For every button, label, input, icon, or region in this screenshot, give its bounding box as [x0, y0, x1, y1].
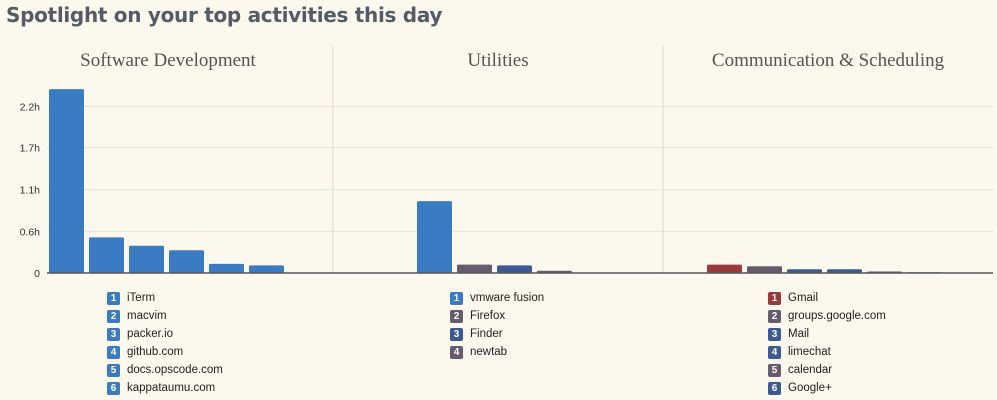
legend-label: Firefox [470, 310, 506, 322]
bar-groups-google-com [747, 266, 782, 273]
bar-kappataumu-com [249, 265, 284, 273]
legend-rank-badge: 2 [450, 309, 463, 323]
legend-item: 1 vmware fusion [450, 289, 544, 307]
bar-packer-io [129, 245, 164, 273]
legend-rank-badge: 1 [768, 291, 781, 305]
legend-label: kappataumu.com [127, 382, 216, 394]
y-tick-label: 0 [34, 268, 40, 280]
legend-rank-badge: 3 [768, 327, 781, 341]
legend-label: groups.google.com [788, 310, 886, 322]
legend-label: Mail [788, 328, 810, 340]
legend-item: 5 calendar [768, 361, 886, 379]
bar-finder [497, 265, 532, 273]
legend-rank-badge: 5 [768, 363, 781, 377]
legend-rank-badge: 4 [450, 345, 463, 359]
y-tick-label: 1.1h [20, 185, 41, 197]
legend-label: Google+ [788, 382, 832, 394]
bar-firefox [457, 264, 492, 273]
bar-github-com [169, 250, 204, 273]
legend-rank-badge: 6 [768, 381, 781, 395]
legend-rank-badge: 3 [450, 327, 463, 341]
legend-label: vmware fusion [470, 292, 545, 304]
legend-label: limechat [788, 346, 831, 358]
bar-vmware-fusion [417, 201, 452, 273]
bar-mail [787, 269, 822, 273]
legend-label: macvim [127, 310, 167, 322]
y-tick-label: 1.7h [20, 142, 41, 154]
panel-title-utilities: Utilities [467, 50, 529, 71]
legend-rank-badge: 5 [107, 363, 120, 377]
legend-item: 2 macvim [107, 307, 223, 325]
legend-label: github.com [127, 346, 184, 358]
legend-rank-badge: 1 [107, 291, 120, 305]
bar-macvim [89, 237, 124, 273]
legend-item: 3 Finder [450, 325, 544, 343]
legend-label: packer.io [127, 328, 174, 340]
legend-item: 2 groups.google.com [768, 307, 886, 325]
y-tick-label: 0.6h [20, 226, 41, 238]
page-title: Spotlight on your top activities this da… [6, 3, 443, 27]
legend-label: docs.opscode.com [127, 364, 223, 376]
bar-gmail [707, 264, 742, 273]
legend-rank-badge: 6 [107, 381, 120, 395]
legend-item: 3 Mail [768, 325, 886, 343]
legend-label: calendar [788, 364, 833, 376]
legend-item: 1 Gmail [768, 289, 886, 307]
legend-item: 5 docs.opscode.com [107, 361, 223, 379]
legend-rank-badge: 4 [768, 345, 781, 359]
legend-item: 3 packer.io [107, 325, 223, 343]
legend-item: 6 Google+ [768, 379, 886, 397]
legend-label: iTerm [127, 292, 156, 304]
legend-label: Gmail [788, 292, 819, 304]
panel-title-software-development: Software Development [80, 50, 256, 71]
legend-rank-badge: 3 [107, 327, 120, 341]
bar-docs-opscode-com [209, 263, 244, 273]
legend-item: 2 Firefox [450, 307, 544, 325]
legend-item: 4 limechat [768, 343, 886, 361]
legend-item: 1 iTerm [107, 289, 223, 307]
legend-communication-scheduling: 1 Gmail 2 groups.google.com 3 Mail 4 limechat 5 c… [768, 289, 886, 397]
panel-title-communication-scheduling: Communication & Scheduling [711, 50, 945, 71]
y-tick-label: 2.2h [20, 101, 41, 113]
legend-item: 4 newtab [450, 343, 544, 361]
legend-rank-badge: 2 [768, 309, 781, 323]
legend-item: 4 github.com [107, 343, 223, 361]
legend-rank-badge: 2 [107, 309, 120, 323]
legend-rank-badge: 4 [107, 345, 120, 359]
legend-item: 6 kappataumu.com [107, 379, 223, 397]
legend-software-development: 1 iTerm 2 macvim 3 packer.io 4 github.com 5 docs.… [107, 289, 223, 397]
bar-limechat [827, 269, 862, 273]
legend-label: Finder [470, 328, 503, 340]
legend-utilities: 1 vmware fusion 2 Firefox 3 Finder 4 newtab [450, 289, 544, 361]
bar-iterm [49, 89, 84, 273]
legend-rank-badge: 1 [450, 291, 463, 305]
legend-label: newtab [470, 346, 508, 358]
